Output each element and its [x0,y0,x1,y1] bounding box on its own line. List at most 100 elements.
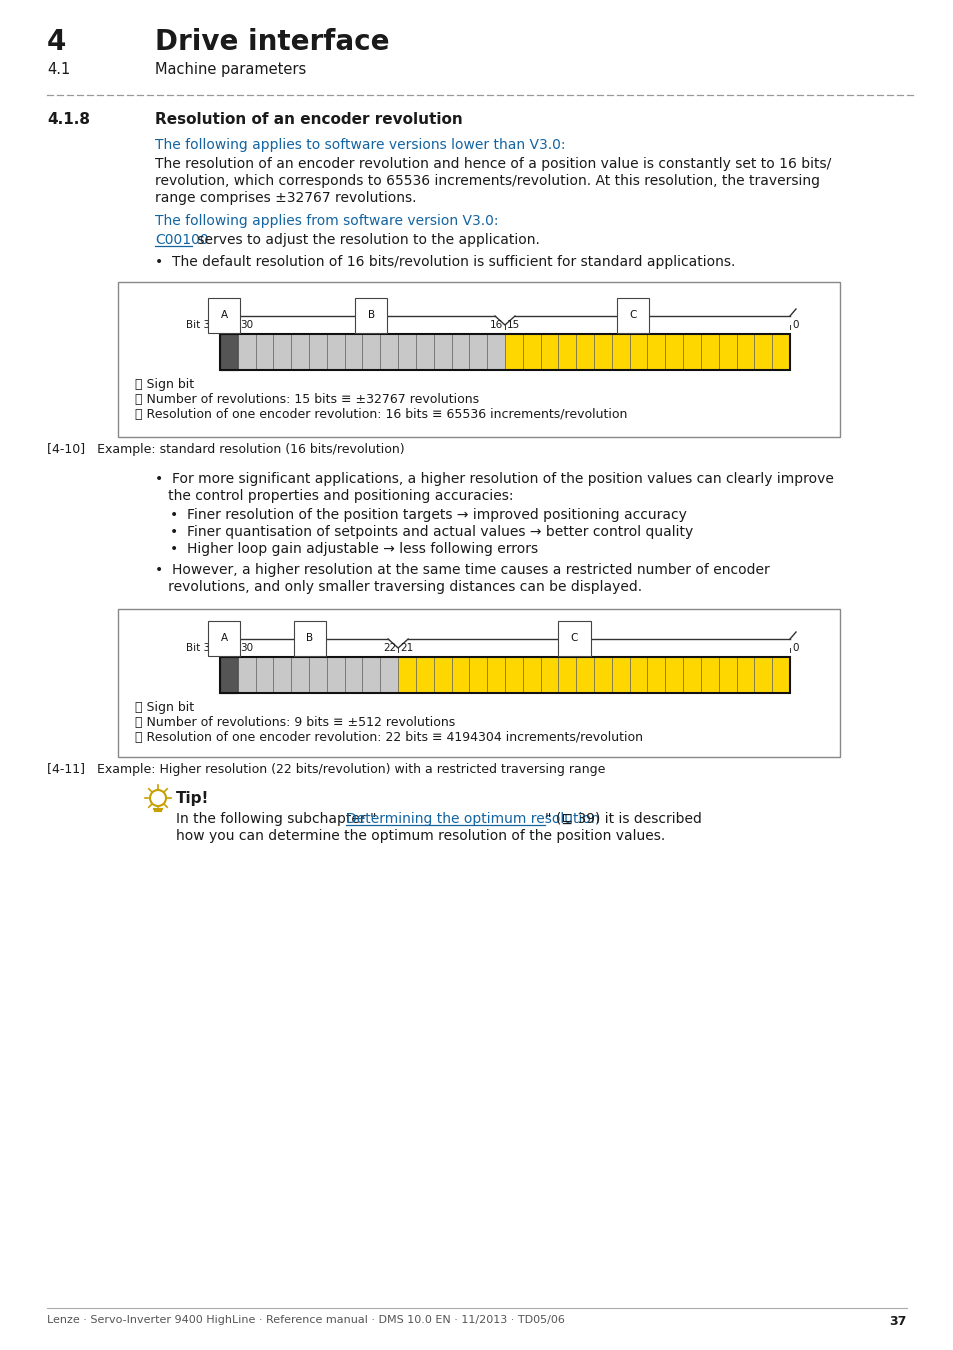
Text: The following applies to software versions lower than V3.0:: The following applies to software versio… [154,138,565,153]
Bar [576,333,594,370]
Text: •  The default resolution of 16 bits/revolution is sufficient for standard appli: • The default resolution of 16 bits/revo… [154,255,735,269]
Bar [576,657,594,693]
Bar [771,333,789,370]
Text: how you can determine the optimum resolution of the position values.: how you can determine the optimum resolu… [175,829,664,842]
Bar [237,333,255,370]
Bar [540,333,558,370]
Text: " (⊑ 39) it is described: " (⊑ 39) it is described [544,811,700,826]
Bar [718,657,736,693]
Bar [504,333,522,370]
Bar [611,333,629,370]
Bar [397,333,416,370]
Bar [469,333,487,370]
Bar [771,657,789,693]
Text: In the following subchapter ": In the following subchapter " [175,811,376,826]
Text: 37: 37 [889,1315,906,1328]
Text: 30: 30 [239,643,253,653]
Bar [469,657,487,693]
Bar [664,657,682,693]
Bar [682,657,700,693]
Bar [522,333,540,370]
Text: Resolution of an encoder revolution: Resolution of an encoder revolution [154,112,462,127]
Text: The following applies from software version V3.0:: The following applies from software vers… [154,215,498,228]
Text: Bit 31: Bit 31 [186,320,216,329]
Text: Ⓑ Number of revolutions: 9 bits ≡ ±512 revolutions: Ⓑ Number of revolutions: 9 bits ≡ ±512 r… [135,716,455,729]
Bar [255,333,274,370]
Bar [291,657,309,693]
Bar [594,333,611,370]
Text: B: B [368,310,375,320]
Text: revolutions, and only smaller traversing distances can be displayed.: revolutions, and only smaller traversing… [154,580,641,594]
Text: 15: 15 [506,320,519,329]
Bar [664,333,682,370]
Bar [629,657,647,693]
Bar [611,657,629,693]
Text: 4: 4 [47,28,67,55]
Bar [451,657,469,693]
Bar [416,657,434,693]
Bar [629,333,647,370]
Bar [380,657,397,693]
Text: serves to adjust the resolution to the application.: serves to adjust the resolution to the a… [193,234,539,247]
Text: Machine parameters: Machine parameters [154,62,306,77]
Bar [237,657,255,693]
Text: C00100: C00100 [154,234,209,247]
Bar [434,657,451,693]
Text: C: C [570,633,578,643]
Text: 16: 16 [489,320,502,329]
Bar [362,333,380,370]
Text: •  However, a higher resolution at the same time causes a restricted number of e: • However, a higher resolution at the sa… [154,563,769,576]
Bar [118,282,840,437]
Text: Lenze · Servo-Inverter 9400 HighLine · Reference manual · DMS 10.0 EN · 11/2013 : Lenze · Servo-Inverter 9400 HighLine · R… [47,1315,564,1324]
Text: 4.1.8: 4.1.8 [47,112,90,127]
Bar [700,657,718,693]
Bar [291,333,309,370]
Bar [220,333,237,370]
Text: B: B [306,633,314,643]
Text: Ⓒ Resolution of one encoder revolution: 22 bits ≡ 4194304 increments/revolution: Ⓒ Resolution of one encoder revolution: … [135,730,642,744]
Bar [594,657,611,693]
Bar [397,657,416,693]
Bar [522,657,540,693]
Text: •  Finer quantisation of setpoints and actual values → better control quality: • Finer quantisation of setpoints and ac… [170,525,693,539]
Text: 4.1: 4.1 [47,62,71,77]
Text: [4-10]   Example: standard resolution (16 bits/revolution): [4-10] Example: standard resolution (16 … [47,443,404,456]
Bar [344,657,362,693]
Bar [118,609,840,757]
Text: •  For more significant applications, a higher resolution of the position values: • For more significant applications, a h… [154,472,833,486]
Text: 21: 21 [399,643,413,653]
Bar [434,333,451,370]
Bar [736,333,754,370]
Bar [451,333,469,370]
Text: Ⓒ Resolution of one encoder revolution: 16 bits ≡ 65536 increments/revolution: Ⓒ Resolution of one encoder revolution: … [135,408,627,421]
Bar [647,657,664,693]
Bar [255,657,274,693]
Text: [4-11]   Example: Higher resolution (22 bits/revolution) with a restricted trave: [4-11] Example: Higher resolution (22 bi… [47,763,605,776]
Text: Tip!: Tip! [175,791,209,806]
Bar [274,657,291,693]
Bar [344,333,362,370]
Text: 0: 0 [791,320,798,329]
Bar [682,333,700,370]
Bar [416,333,434,370]
Bar [754,333,771,370]
Bar [540,657,558,693]
Bar [736,657,754,693]
Text: The resolution of an encoder revolution and hence of a position value is constan: The resolution of an encoder revolution … [154,157,830,171]
Text: A: A [220,633,228,643]
Bar [700,333,718,370]
Text: 30: 30 [239,320,253,329]
Bar [718,333,736,370]
Bar [487,657,504,693]
Text: Ⓑ Number of revolutions: 15 bits ≡ ±32767 revolutions: Ⓑ Number of revolutions: 15 bits ≡ ±3276… [135,393,478,406]
Bar [362,657,380,693]
Text: •  Higher loop gain adjustable → less following errors: • Higher loop gain adjustable → less fol… [170,541,537,556]
Bar [754,657,771,693]
Bar [220,333,789,370]
Bar [487,333,504,370]
Text: A: A [220,310,228,320]
Bar [309,657,327,693]
Text: revolution, which corresponds to 65536 increments/revolution. At this resolution: revolution, which corresponds to 65536 i… [154,174,820,188]
Text: the control properties and positioning accuracies:: the control properties and positioning a… [154,489,513,504]
Bar [220,657,237,693]
